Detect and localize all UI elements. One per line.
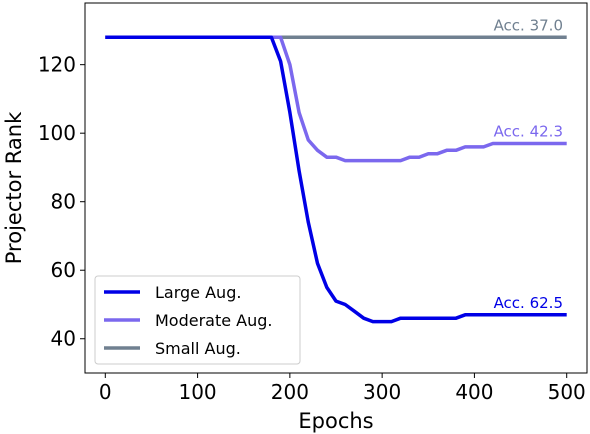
legend: Large Aug. Moderate Aug. Small Aug.: [94, 275, 301, 365]
annotation-large-aug: Acc. 62.5: [494, 294, 563, 312]
y-tick-label: 80: [51, 190, 76, 214]
series-layer: [105, 35, 567, 324]
x-tick-label: 200: [271, 380, 309, 404]
plot-frame: [84, 2, 588, 374]
y-axis-label: Projector Rank: [2, 111, 26, 264]
x-tick-layer: 0 100 200 300 400 500: [99, 373, 586, 404]
legend-label-small-aug: Small Aug.: [155, 339, 241, 358]
legend-label-large-aug: Large Aug.: [155, 283, 241, 302]
y-tick-label: 120: [38, 53, 76, 77]
legend-box: [94, 275, 301, 365]
x-axis-label: Epochs: [298, 409, 373, 433]
x-tick-label: 0: [99, 380, 112, 404]
y-tick-layer: 40 60 80 100 120: [38, 53, 85, 351]
annotation-layer: Acc. 62.5 Acc. 42.3 Acc. 37.0: [494, 16, 563, 312]
series-line-large-aug: [105, 35, 567, 324]
legend-items: Large Aug. Moderate Aug. Small Aug.: [104, 283, 273, 358]
x-tick-label: 500: [548, 380, 586, 404]
x-tick-label: 400: [455, 380, 493, 404]
y-tick-label: 100: [38, 121, 76, 145]
x-tick-label: 300: [363, 380, 401, 404]
y-tick-label: 60: [51, 258, 76, 282]
annotation-moderate-aug: Acc. 42.3: [494, 122, 563, 140]
legend-label-moderate-aug: Moderate Aug.: [155, 311, 273, 330]
annotation-small-aug: Acc. 37.0: [494, 16, 563, 34]
series-line-moderate-aug: [105, 35, 567, 163]
y-tick-label: 40: [51, 327, 76, 351]
x-tick-label: 100: [178, 380, 216, 404]
